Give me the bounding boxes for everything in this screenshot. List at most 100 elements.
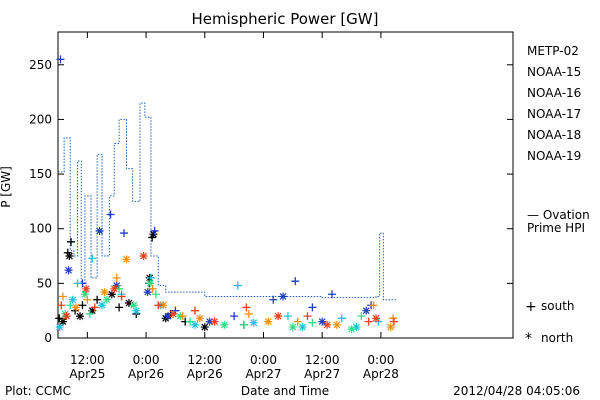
legend-ovation-line1: — Ovation [527, 208, 590, 222]
north-marker-noaa-15 [64, 266, 73, 275]
y-tick-label: 50 [37, 276, 52, 290]
north-marker-noaa-17 [80, 290, 89, 299]
south-marker-noaa-19 [242, 303, 251, 312]
south-marker-noaa-18 [58, 292, 67, 301]
north-marker-noaa-16 [68, 295, 77, 304]
south-marker-noaa-18 [293, 317, 302, 326]
north-marker-noaa-19 [372, 314, 381, 323]
legend-item-metp-02: METP-02 [527, 44, 579, 58]
north-marker-noaa-15 [95, 226, 104, 235]
south-marker-noaa-15 [120, 229, 129, 238]
y-tick-label: 200 [29, 112, 52, 126]
y-tick-label: 0 [44, 331, 52, 345]
north-marker-noaa-16 [132, 306, 141, 315]
south-marker-metp-02 [55, 314, 64, 323]
north-marker-noaa-16 [249, 318, 258, 327]
x-tick-label-time: 0:00 [367, 353, 394, 367]
x-tick-label-time: 0:00 [250, 353, 277, 367]
north-marker-noaa-19 [274, 312, 283, 321]
x-axis: 12:00Apr250:00Apr2612:00Apr260:00Apr2712… [69, 32, 399, 381]
north-marker-noaa-19 [210, 317, 219, 326]
north-marker-noaa-15 [279, 292, 288, 301]
x-tick-label-date: Apr28 [363, 367, 399, 381]
south-marker-noaa-17 [357, 312, 366, 321]
south-marker-noaa-17 [66, 301, 75, 310]
north-marker-metp-02 [149, 230, 158, 239]
north-marker-noaa-16 [298, 323, 307, 332]
north-marker-noaa-19 [168, 309, 177, 318]
south-marker-noaa-19 [303, 312, 312, 321]
south-marker-noaa-18 [112, 273, 121, 282]
north-marker-metp-02 [107, 290, 116, 299]
north-marker-noaa-17 [347, 325, 356, 334]
north-marker-noaa-18 [159, 301, 168, 310]
south-marker-noaa-15 [230, 312, 239, 321]
north-marker-noaa-18 [332, 320, 341, 329]
north-marker-noaa-16 [55, 323, 64, 332]
x-tick-label-date: Apr26 [128, 367, 164, 381]
legend-item-noaa-17: NOAA-17 [527, 107, 581, 121]
north-marker-noaa-17 [129, 301, 138, 310]
x-tick-label-date: Apr27 [245, 367, 281, 381]
south-marker-noaa-18 [83, 295, 92, 304]
north-marker-noaa-19 [82, 284, 91, 293]
south-marker-noaa-19 [57, 301, 66, 310]
south-marker-noaa-19 [154, 301, 163, 310]
south-marker-noaa-19 [117, 292, 126, 301]
north-marker-noaa-19 [323, 320, 332, 329]
south-marker-noaa-18 [244, 309, 253, 318]
north-marker-noaa-18 [264, 317, 273, 326]
north-marker-noaa-17 [61, 309, 70, 318]
north-marker-noaa-17 [288, 323, 297, 332]
north-marker-noaa-17 [146, 279, 155, 288]
legend-north-marker: * [525, 331, 532, 347]
x-tick-label-time: 12:00 [305, 353, 340, 367]
south-marker-noaa-15 [308, 303, 317, 312]
north-marker-noaa-17 [220, 320, 229, 329]
south-marker-noaa-16 [233, 281, 242, 290]
south-marker-noaa-17 [85, 309, 94, 318]
satellite-markers [55, 55, 398, 334]
south-marker-noaa-18 [369, 301, 378, 310]
north-marker-noaa-18 [100, 288, 109, 297]
south-marker-noaa-15 [150, 226, 159, 235]
south-marker-noaa-17 [151, 290, 160, 299]
chart-title: Hemispheric Power [GW] [192, 10, 379, 28]
x-tick-label-date: Apr26 [187, 367, 223, 381]
legend-item-noaa-16: NOAA-16 [527, 86, 581, 100]
south-marker-noaa-17 [186, 317, 195, 326]
south-marker-metp-02 [115, 303, 124, 312]
y-axis: 0 50 100 150 200 250 [29, 58, 513, 345]
south-marker-noaa-17 [239, 320, 248, 329]
x-tick-label-time: 0:00 [133, 353, 160, 367]
north-marker-noaa-18 [195, 314, 204, 323]
x-tick-label-time: 12:00 [70, 353, 105, 367]
legend-item-noaa-19: NOAA-19 [527, 149, 581, 163]
north-marker-metp-02 [124, 299, 133, 308]
south-marker-noaa-16 [73, 279, 82, 288]
y-axis-label: P [GW] [0, 166, 13, 208]
north-marker-noaa-19 [139, 252, 148, 261]
south-marker-noaa-17 [308, 318, 317, 327]
y-tick-label: 250 [29, 58, 52, 72]
south-marker-metp-02 [63, 248, 72, 257]
x-tick-label-date: Apr25 [69, 367, 105, 381]
south-marker-metp-02 [67, 237, 76, 246]
north-marker-noaa-17 [102, 295, 111, 304]
north-marker-noaa-18 [122, 255, 131, 264]
south-marker-noaa-16 [88, 254, 97, 263]
south-marker-noaa-18 [148, 284, 157, 293]
north-marker-noaa-15 [205, 317, 214, 326]
south-marker-noaa-15 [269, 295, 278, 304]
north-marker-noaa-18 [71, 303, 80, 312]
north-marker-noaa-15 [143, 288, 152, 297]
south-marker-noaa-19 [389, 317, 398, 326]
x-axis-label: Date and Time [241, 384, 329, 398]
y-tick-label: 100 [29, 222, 52, 236]
south-marker-noaa-19 [190, 306, 199, 315]
satellite-legend: METP-02 NOAA-15 NOAA-16 NOAA-17 NOAA-18 NOAA-… [527, 44, 581, 163]
x-tick-label-date: Apr27 [304, 367, 340, 381]
legend: METP-02 NOAA-15 NOAA-16 NOAA-17 NOAA-18 NOAA-… [525, 44, 590, 347]
legend-south-marker: + [525, 299, 537, 315]
